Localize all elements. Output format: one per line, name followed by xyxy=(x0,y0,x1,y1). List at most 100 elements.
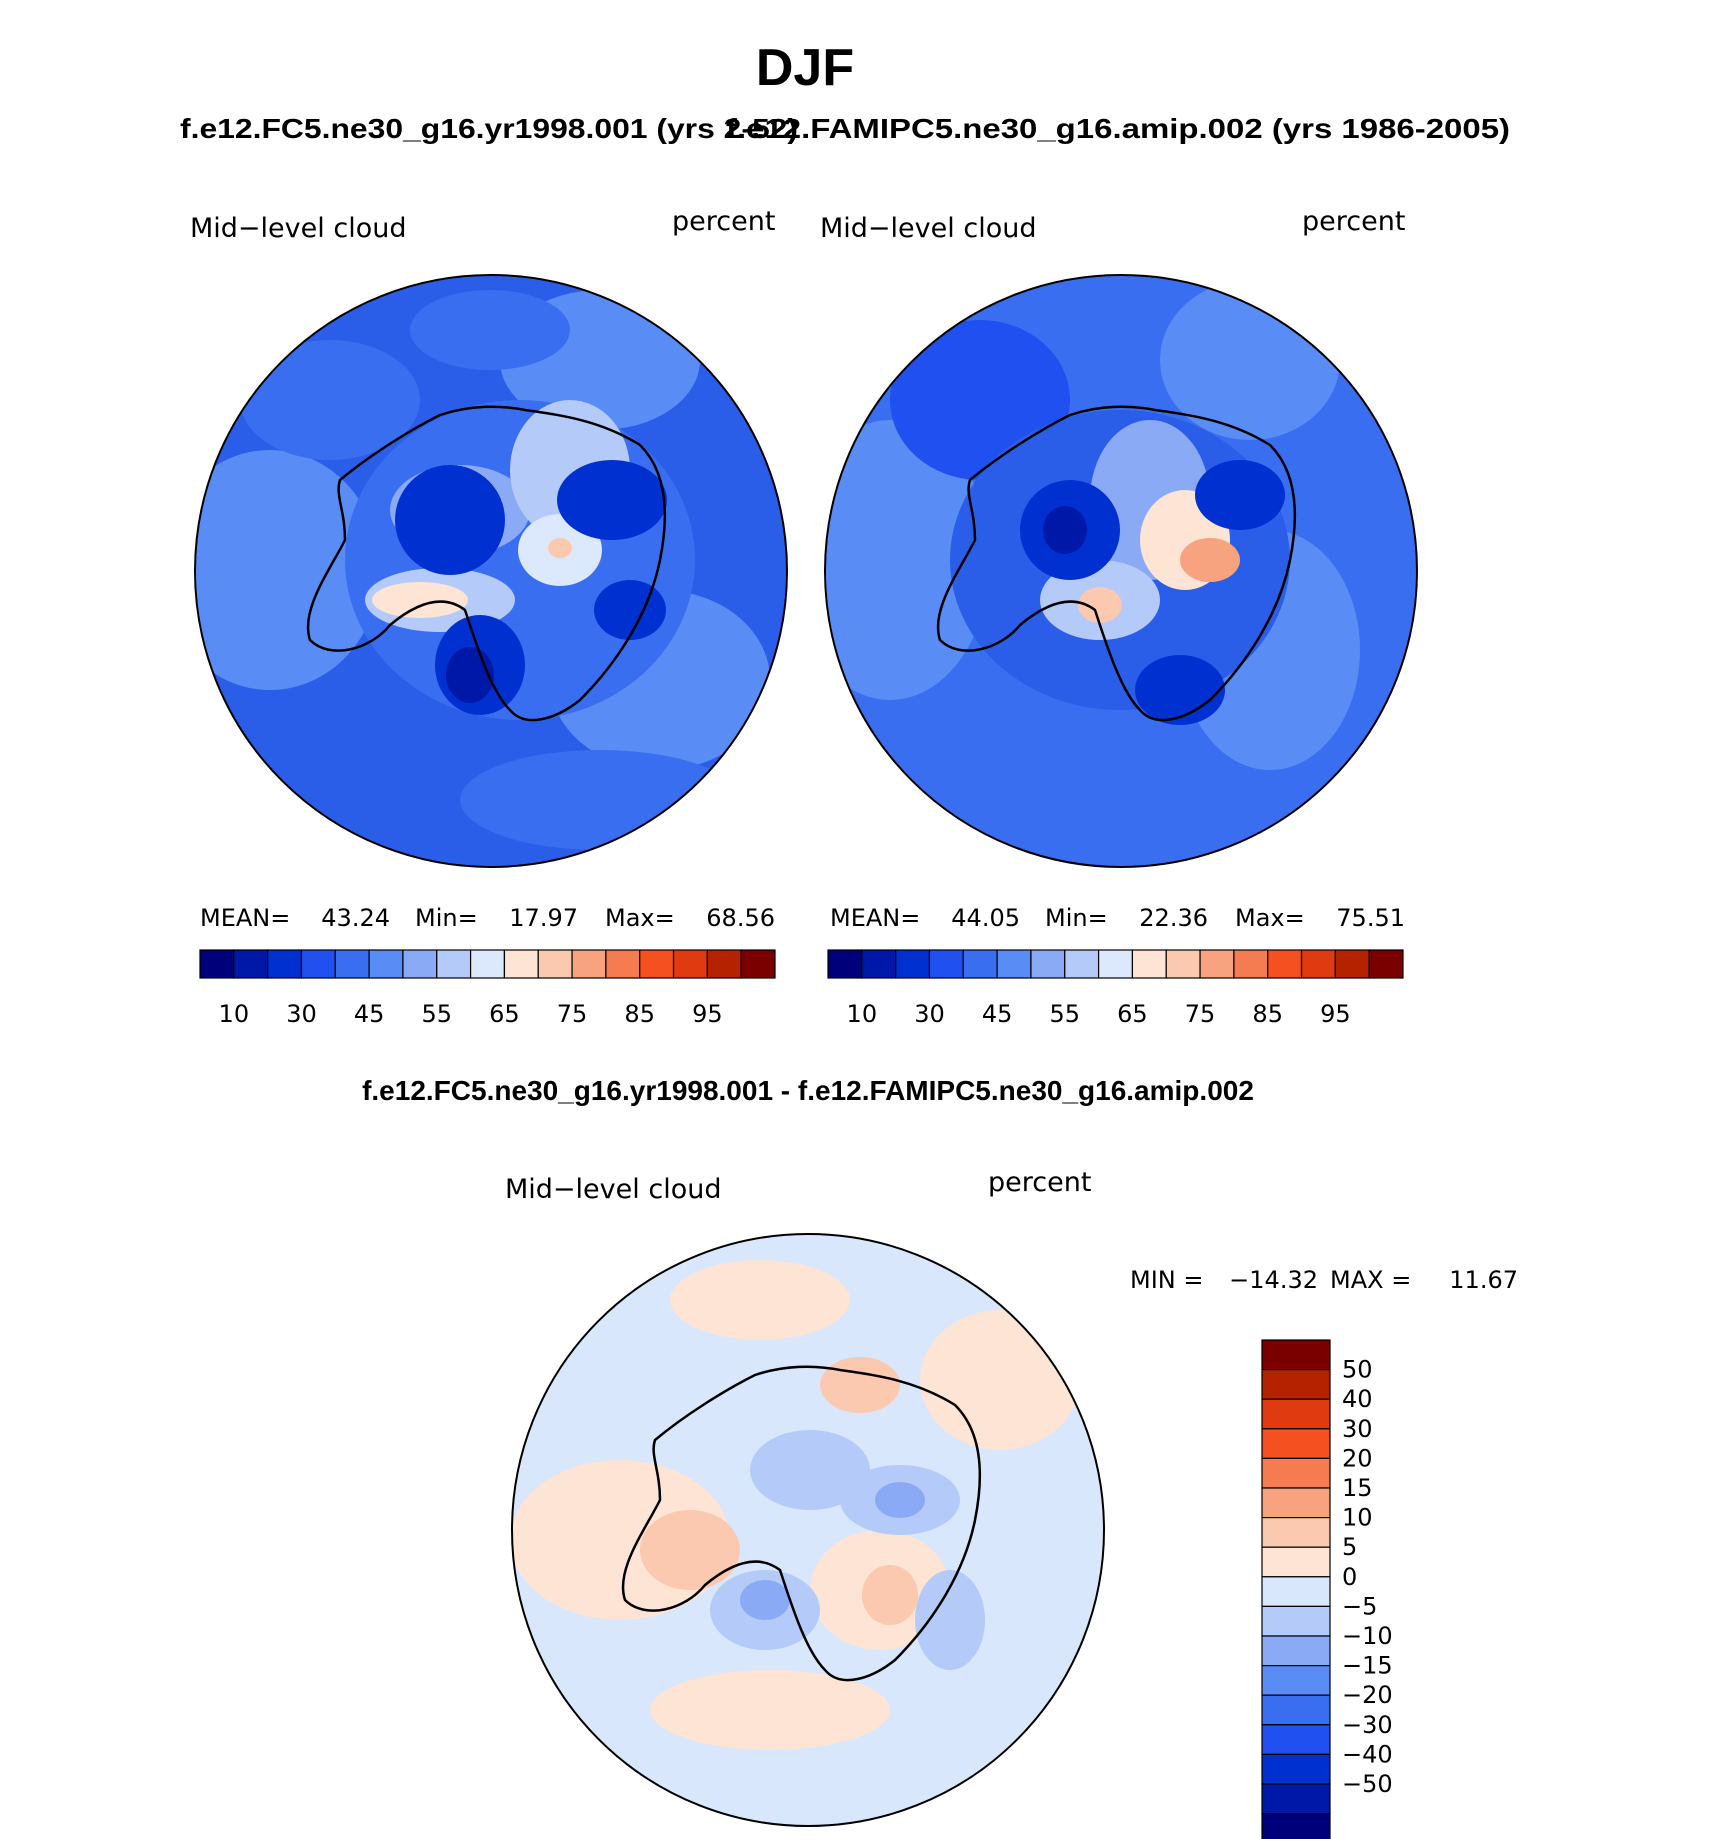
colorbar-diff-swatch xyxy=(1261,1576,1331,1608)
colorbar-diff-swatch xyxy=(1261,1487,1331,1519)
panel-right-field-label: Mid−level cloud xyxy=(820,213,1036,244)
stats-diff: MIN = −14.32 MAX = 11.67 xyxy=(1130,1266,1518,1294)
stats-left-min: 17.97 xyxy=(509,904,578,932)
colorbar-right-tick-label: 10 xyxy=(847,1000,878,1028)
colorbar-left-tick-label: 85 xyxy=(624,1000,655,1028)
stats-left-max: 68.56 xyxy=(706,904,775,932)
colorbar-diff-tick-label: −40 xyxy=(1342,1740,1393,1768)
colorbar-diff-tick-label: 50 xyxy=(1342,1356,1373,1384)
colorbar-left-swatch xyxy=(503,949,539,979)
coastline-diff xyxy=(621,1365,982,1682)
colorbar-right-swatch xyxy=(1267,949,1303,979)
colorbar-left-swatch xyxy=(571,949,607,979)
colorbar-diff-tick-label: 40 xyxy=(1342,1385,1373,1413)
colorbar-left: 10 30 45 55 65 75 85 95 xyxy=(199,949,776,1028)
stats-right-max-label: Max= xyxy=(1235,904,1305,932)
colorbar-left-tick-label: 10 xyxy=(219,1000,250,1028)
map-left-border xyxy=(194,274,788,868)
colorbar-left-swatch xyxy=(334,949,370,979)
colorbar-left-swatch xyxy=(300,949,336,979)
colorbar-diff-tick-label: 5 xyxy=(1342,1533,1357,1561)
colorbar-right-swatch xyxy=(1064,949,1100,979)
panel-title-left: f.e12.FC5.ne30_g16.yr1998.001 (yrs 2-52) xyxy=(180,113,798,144)
colorbar-left-swatch xyxy=(706,949,742,979)
colorbar-diff-swatch xyxy=(1261,1428,1331,1460)
colorbar-right-swatch xyxy=(861,949,897,979)
stats-right-max: 75.51 xyxy=(1336,904,1405,932)
colorbar-right-tick-label: 30 xyxy=(914,1000,945,1028)
colorbar-diff-swatch xyxy=(1261,1783,1331,1815)
diff-title: f.e12.FC5.ne30_g16.yr1998.001 - f.e12.FA… xyxy=(362,1075,1254,1106)
colorbar-right-tick-label: 75 xyxy=(1185,1000,1216,1028)
colorbar-diff-tick-label: −20 xyxy=(1342,1681,1393,1709)
colorbar-right-swatch xyxy=(1097,949,1134,979)
colorbar-right-swatch xyxy=(1199,949,1235,979)
stats-right-min: 22.36 xyxy=(1139,904,1208,932)
panel-title-right: f.e12.FAMIPC5.ne30_g16.amip.002 (yrs 198… xyxy=(726,113,1510,144)
colorbar-right-tick-label: 85 xyxy=(1252,1000,1283,1028)
colorbar-diff-tick-label: −5 xyxy=(1342,1592,1377,1620)
colorbar-diff-tick-label: 20 xyxy=(1342,1444,1373,1472)
colorbar-right-swatch xyxy=(895,949,931,979)
colorbar-left-swatch xyxy=(402,949,438,979)
colorbar-diff-tick-label: −10 xyxy=(1342,1622,1393,1650)
colorbar-right-swatch xyxy=(1300,949,1336,979)
colorbar-diff-swatch xyxy=(1261,1753,1331,1785)
map-left xyxy=(194,274,788,868)
colorbar-right-swatch xyxy=(996,949,1032,979)
colorbar-right-tick-label: 65 xyxy=(1117,1000,1148,1028)
colorbar-left-swatch xyxy=(368,949,404,979)
figure-title: DJF xyxy=(756,39,854,97)
colorbar-left-tick-label: 75 xyxy=(557,1000,588,1028)
colorbar-left-tick-label: 95 xyxy=(692,1000,723,1028)
colorbar-right-swatch xyxy=(827,949,863,979)
stats-diff-max-label: MAX = xyxy=(1330,1266,1411,1294)
panel-right-units: percent xyxy=(1302,206,1405,237)
map-right-border xyxy=(824,274,1418,868)
colorbar-diff-swatch xyxy=(1261,1516,1331,1548)
stats-left-max-label: Max= xyxy=(605,904,675,932)
stats-left: MEAN= 43.24 Min= 17.97 Max= 68.56 xyxy=(200,904,775,932)
colorbar-left-swatch xyxy=(605,949,641,979)
colorbar-diff-swatch xyxy=(1261,1664,1331,1696)
colorbar-right-tick-label: 55 xyxy=(1049,1000,1080,1028)
colorbar-diff-swatch xyxy=(1261,1605,1331,1637)
stats-diff-min-label: MIN = xyxy=(1130,1266,1203,1294)
colorbar-diff-swatch xyxy=(1261,1398,1331,1430)
stats-right-min-label: Min= xyxy=(1045,904,1108,932)
colorbar-diff-swatch xyxy=(1261,1546,1331,1578)
colorbar-left-tick-label: 55 xyxy=(421,1000,452,1028)
colorbar-left-swatch xyxy=(199,949,235,979)
colorbar-diff-swatch xyxy=(1261,1635,1331,1667)
stats-right: MEAN= 44.05 Min= 22.36 Max= 75.51 xyxy=(830,904,1405,932)
colorbar-diff-swatch xyxy=(1261,1694,1331,1726)
colorbar-diff-tick-label: 10 xyxy=(1342,1504,1373,1532)
colorbar-right-tick-label: 95 xyxy=(1320,1000,1351,1028)
stats-diff-max: 11.67 xyxy=(1449,1266,1518,1294)
colorbar-right-swatch xyxy=(1165,949,1201,979)
colorbar-left-swatch xyxy=(740,949,776,979)
colorbar-right-swatch xyxy=(928,949,964,979)
colorbar-left-swatch xyxy=(537,949,573,979)
colorbar-left-swatch xyxy=(672,949,708,979)
colorbar-diff-swatch xyxy=(1261,1457,1331,1489)
colorbar-diff-swatch xyxy=(1261,1368,1331,1400)
colorbar-right-tick-label: 45 xyxy=(982,1000,1013,1028)
map-diff-border xyxy=(511,1233,1105,1827)
colorbar-left-swatch xyxy=(436,949,472,979)
coastline-left xyxy=(306,405,667,722)
colorbar-diff-tick-label: −15 xyxy=(1342,1652,1393,1680)
panel-left-units: percent xyxy=(672,206,775,237)
colorbar-right-swatch xyxy=(962,949,998,979)
colorbar-left-tick-label: 30 xyxy=(286,1000,317,1028)
stats-left-min-label: Min= xyxy=(415,904,478,932)
colorbar-right-swatch xyxy=(1131,949,1167,979)
colorbar-right-swatch xyxy=(1334,949,1370,979)
colorbar-right-swatch xyxy=(1233,949,1269,979)
colorbar-diff-tick-label: 0 xyxy=(1342,1563,1357,1591)
colorbar-left-tick-label: 65 xyxy=(489,1000,520,1028)
colorbar-left-swatch xyxy=(267,949,303,979)
map-diff xyxy=(511,1233,1105,1827)
